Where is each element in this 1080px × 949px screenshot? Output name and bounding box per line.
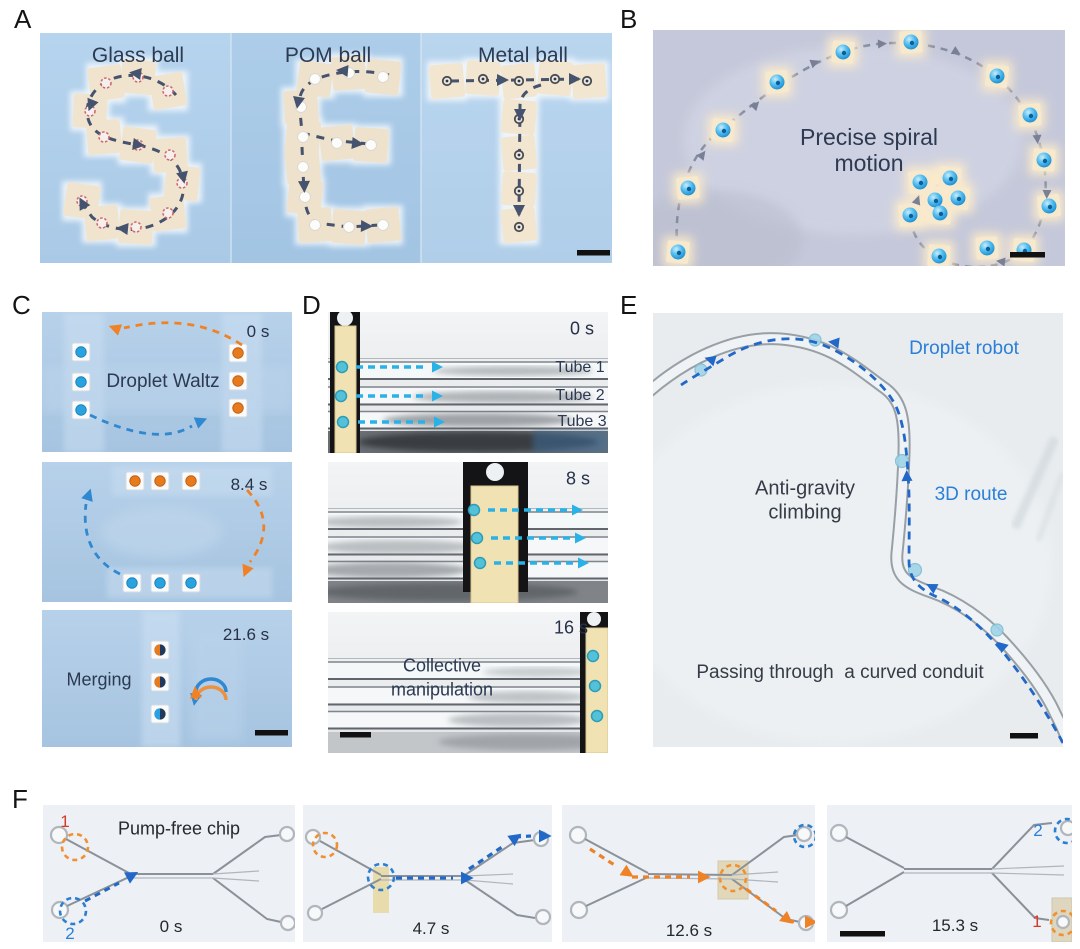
panel-b-photo: Precise spiral motion <box>653 30 1065 266</box>
magnet <box>330 312 360 453</box>
outlet2-circle <box>1053 817 1072 845</box>
caption-anti-gravity-line2: climbing <box>768 501 842 524</box>
droplets <box>334 360 350 429</box>
magnet <box>463 462 528 603</box>
timestamp: 12.6 s <box>665 921 713 941</box>
panel-c-frame3: Merging 21.6 s <box>42 610 292 747</box>
panel-c-frame2: 8.4 s <box>42 462 292 602</box>
tube3-label: Tube 3 <box>557 412 607 430</box>
droplet-circle <box>718 863 748 893</box>
panel-f-frame1: 1 2 Pump-free chip 0 s <box>43 805 295 942</box>
droplet-circle <box>366 862 396 892</box>
caption-anti-gravity-line1: Anti-gravity <box>754 477 856 500</box>
panel-a-graphic <box>40 33 612 263</box>
timestamp: 4.7 s <box>412 919 450 939</box>
panel-c-frame1-graphic <box>42 312 292 452</box>
caption-droplet-waltz: Droplet Waltz <box>106 371 220 393</box>
droplets <box>467 503 487 570</box>
timestamp: 16 s <box>553 617 589 638</box>
timestamp: 21.6 s <box>222 625 270 645</box>
marker-1-label: 1 <box>60 812 70 832</box>
panel-c-label: C <box>12 290 32 320</box>
letter-t-metal <box>427 58 609 245</box>
tube1-label: Tube 1 <box>555 358 605 376</box>
caption-spiral-line2: motion <box>834 149 904 176</box>
caption-merging: Merging <box>66 669 132 690</box>
panel-d-frame3-graphic <box>328 612 608 753</box>
caption-curved-conduit: Passing through a curved conduit <box>696 662 984 684</box>
motion-arrows <box>488 508 574 565</box>
caption-metal-ball: Metal ball <box>478 43 568 67</box>
conduit <box>653 332 1063 743</box>
marker-2-label: 2 <box>65 924 75 942</box>
inlet1-circle <box>60 832 90 862</box>
caption-glass-ball: Glass ball <box>91 43 185 67</box>
panel-d-frame1: 0 s Tube 1 Tube 2 Tube 3 <box>328 312 608 453</box>
panel-d-frame2: 8 s <box>328 462 608 603</box>
panel-a-label: A <box>14 4 32 34</box>
panel-c-frame3-graphic <box>42 610 292 747</box>
panel-f-frame4: 2 1 15.3 s <box>827 805 1072 942</box>
scale-bar <box>340 732 371 738</box>
panel-f-label: F <box>12 784 29 814</box>
panel-f-frame3: 12.6 s <box>562 805 815 942</box>
marker-2-label: 2 <box>1033 821 1043 841</box>
panel-f-frame4-graphic <box>827 805 1072 942</box>
rotation-arrows <box>188 677 228 707</box>
panel-d-frame1-graphic <box>328 312 608 453</box>
timestamp: 0 s <box>569 318 595 339</box>
panel-f-frame3-graphic <box>562 805 815 942</box>
motion-arrows <box>356 365 430 424</box>
caption-spiral-line1: Precise spiral <box>799 123 939 150</box>
caption-collective-line2: manipulation <box>390 679 494 700</box>
caption-collective-line1: Collective <box>402 655 482 676</box>
panel-d-label: D <box>302 290 322 320</box>
tube2-label: Tube 2 <box>555 386 605 404</box>
chip-channels <box>304 828 552 926</box>
timestamp: 8.4 s <box>230 475 268 495</box>
chip-channels <box>829 819 1072 930</box>
panel-b-graphic <box>653 30 1065 266</box>
letter-s-glass <box>62 57 202 247</box>
merged-droplets <box>154 644 166 720</box>
letter-e-pom <box>281 53 403 247</box>
panel-e-graphic <box>653 313 1063 747</box>
panel-f-frame1-graphic <box>43 805 295 942</box>
scale-bar <box>840 931 885 937</box>
scale-bar <box>255 730 288 736</box>
droplets-blue <box>670 34 1057 264</box>
chip-channels <box>49 825 295 932</box>
scale-bar <box>577 250 610 256</box>
panel-f-frame2: 4.7 s <box>303 805 552 942</box>
scale-bar <box>1010 252 1045 258</box>
route-path <box>680 337 1063 744</box>
marker-1-label: 1 <box>1032 912 1042 932</box>
outlet1-circle <box>1049 909 1072 937</box>
timestamp: 8 s <box>565 468 591 489</box>
panel-b-label: B <box>620 4 638 34</box>
label-droplet-robot: Droplet robot <box>909 338 1019 360</box>
panel-c-frame2-graphic <box>42 462 292 602</box>
panel-c-frame1: Droplet Waltz 0 s <box>42 312 292 452</box>
caption-pom-ball: POM ball <box>284 43 372 67</box>
panel-e-label: E <box>620 290 638 320</box>
scale-bar <box>1010 733 1038 739</box>
inlet2-circle <box>58 896 88 926</box>
label-3d-route: 3D route <box>934 484 1008 506</box>
timestamp: 0 s <box>246 322 270 342</box>
panel-f-frame2-graphic <box>303 805 552 942</box>
droplets <box>586 649 604 723</box>
inlet1-circle <box>311 831 339 859</box>
caption-pump-free-chip: Pump-free chip <box>117 818 241 839</box>
panel-e-photo: Droplet robot Anti-gravity climbing 3D r… <box>653 313 1063 747</box>
panel-d-frame2-graphic <box>328 462 608 603</box>
timestamp: 15.3 s <box>931 916 979 936</box>
panel-a-photo: Glass ball POM ball Metal ball <box>40 33 612 263</box>
panel-d-frame3: 16 s Collective manipulation <box>328 612 608 753</box>
timestamp: 0 s <box>159 917 183 937</box>
